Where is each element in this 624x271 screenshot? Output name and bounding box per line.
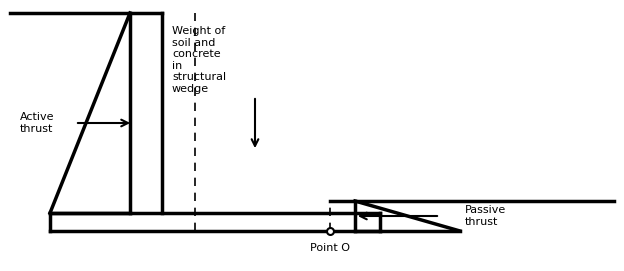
Text: Point O: Point O xyxy=(310,243,350,253)
Text: Weight of
soil and
concrete
in
structural
wedge: Weight of soil and concrete in structura… xyxy=(172,26,226,94)
Text: Passive
thrust: Passive thrust xyxy=(465,205,506,227)
Text: Active
thrust: Active thrust xyxy=(20,112,54,134)
